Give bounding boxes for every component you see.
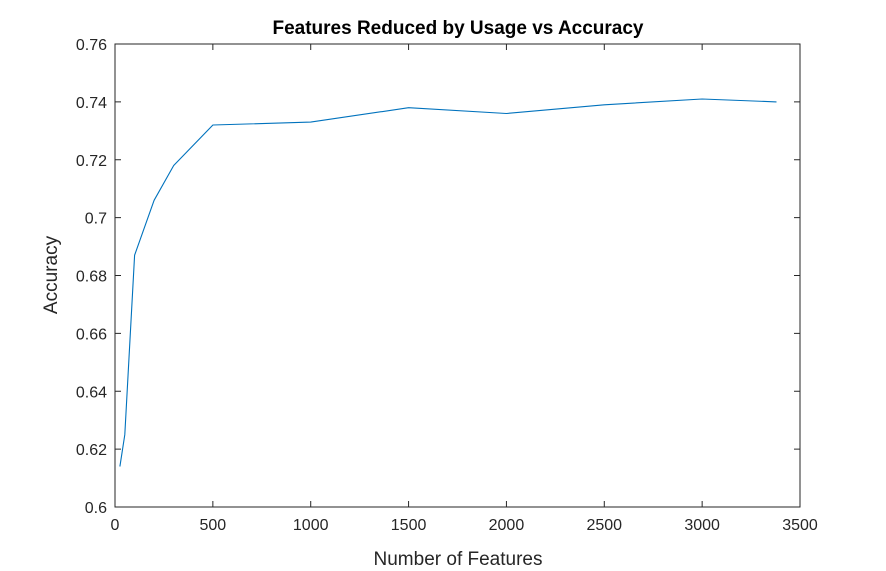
y-tick-label: 0.68	[76, 269, 107, 286]
y-tick-label: 0.6	[85, 500, 107, 517]
x-tick-label: 1000	[293, 517, 329, 534]
plot-area: 0 500 1000 1500 2000 2500 3000 3500 0.6 0.62 0.64 0…	[76, 37, 818, 534]
y-tick-label: 0.76	[76, 37, 107, 54]
x-tick-label: 500	[200, 517, 227, 534]
x-tick-label: 0	[111, 517, 120, 534]
y-tick-label: 0.72	[76, 153, 107, 170]
series-line	[119, 98, 777, 467]
y-tick-label: 0.62	[76, 442, 107, 459]
y-tick-label: 0.7	[85, 211, 107, 228]
y-tick-label: 0.74	[76, 95, 107, 112]
y-tick-label: 0.66	[76, 326, 107, 343]
x-tick-label: 3000	[684, 517, 720, 534]
x-tick-label: 3500	[782, 517, 818, 534]
y-tick-label: 0.64	[76, 384, 107, 401]
x-tick-label: 1500	[391, 517, 427, 534]
y-axis-label: Accuracy	[41, 235, 62, 314]
x-tick-label: 2000	[489, 517, 525, 534]
chart-title: Features Reduced by Usage vs Accuracy	[272, 18, 643, 39]
x-tick-label: 2500	[586, 517, 622, 534]
x-axis-label: Number of Features	[374, 549, 543, 570]
